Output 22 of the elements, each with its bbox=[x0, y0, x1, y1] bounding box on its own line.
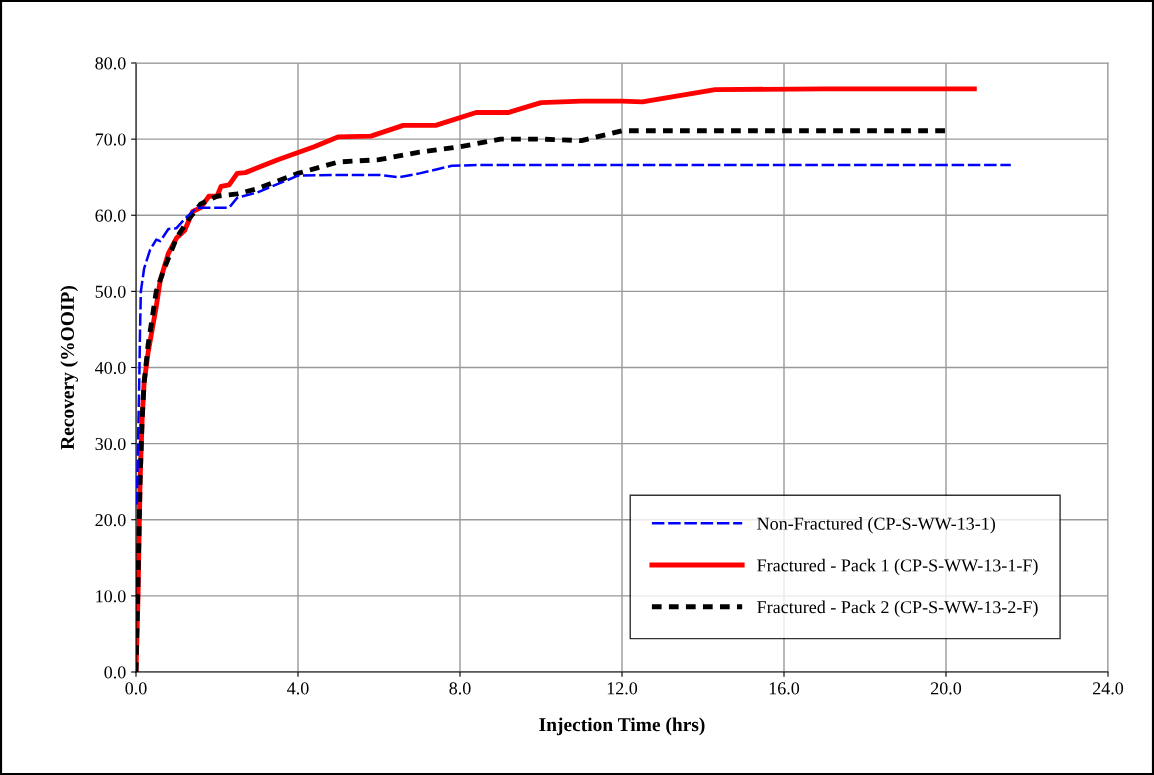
x-tick-label: 20.0 bbox=[930, 682, 962, 695]
legend-label: Fractured - Pack 2 (CP-S-WW-13-2-F) bbox=[757, 600, 1038, 617]
x-tick-label: 24.0 bbox=[1092, 682, 1124, 695]
y-tick-label: 0.0 bbox=[104, 666, 126, 679]
y-tick-label: 80.0 bbox=[95, 57, 126, 70]
y-tick-label: 40.0 bbox=[95, 361, 126, 375]
x-tick-label: 0.0 bbox=[125, 682, 147, 695]
x-tick-label: 12.0 bbox=[607, 682, 638, 695]
y-tick-label: 30.0 bbox=[95, 437, 126, 451]
x-axis-title: Injection Time (hrs) bbox=[539, 717, 705, 736]
y-axis-title: Recovery (%OOIP) bbox=[60, 286, 79, 450]
line-series bbox=[136, 163, 1013, 506]
y-tick-label: 70.0 bbox=[95, 133, 126, 146]
y-tick-label: 60.0 bbox=[95, 209, 126, 222]
x-tick-label: 16.0 bbox=[769, 682, 800, 695]
y-tick-label: 50.0 bbox=[95, 285, 126, 298]
x-tick-label: 4.0 bbox=[287, 682, 309, 695]
legend-label: Non-Fractured (CP-S-WW-13-1) bbox=[757, 517, 996, 534]
x-tick-label: 8.0 bbox=[449, 682, 471, 695]
y-tick-label: 20.0 bbox=[95, 514, 126, 527]
legend-label: Fractured - Pack 1 (CP-S-WW-13-1-F) bbox=[757, 558, 1038, 576]
y-tick-label: 10.0 bbox=[96, 590, 126, 603]
